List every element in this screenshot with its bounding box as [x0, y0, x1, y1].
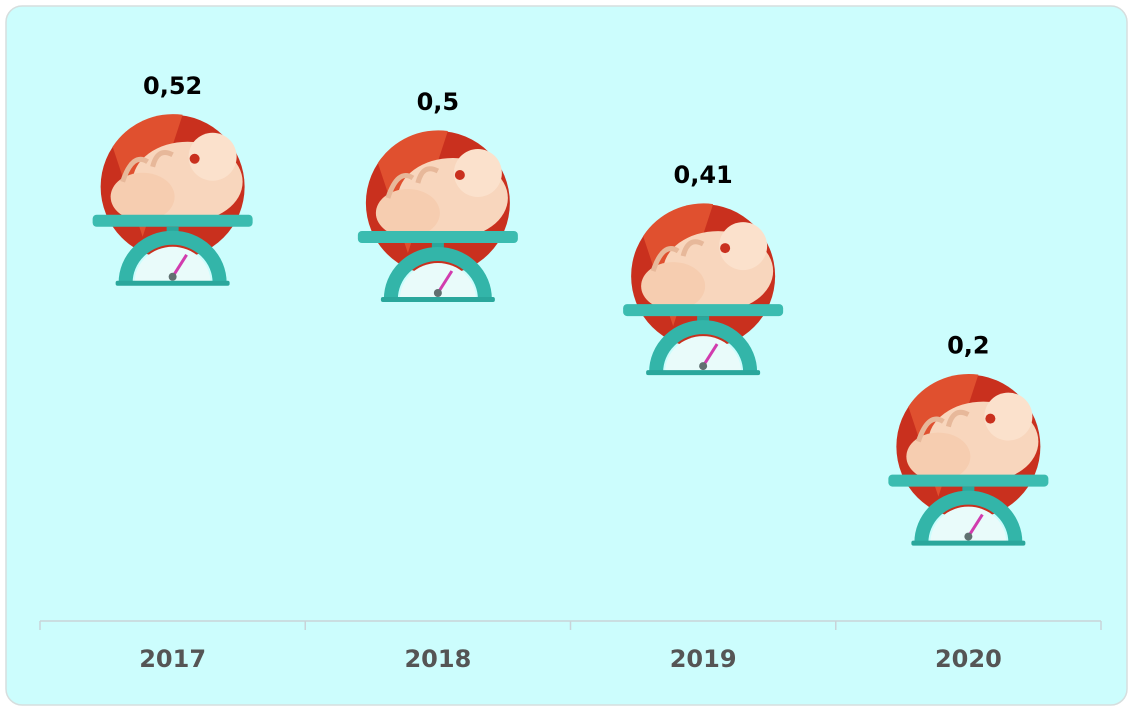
icon-part: [455, 170, 465, 180]
value-label: 0,52: [143, 72, 202, 100]
icon-part: [169, 273, 177, 281]
icon-part: [434, 289, 442, 297]
icon-part: [964, 533, 972, 541]
icon-part: [911, 541, 1025, 546]
icon-part: [358, 231, 518, 243]
icon-part: [623, 304, 783, 316]
icon-part: [720, 243, 730, 253]
icon-part: [93, 215, 253, 227]
value-label: 0,41: [674, 161, 733, 189]
value-label: 0,2: [947, 332, 990, 360]
icon-part: [116, 281, 230, 286]
icon-part: [646, 370, 760, 375]
x-tick-label: 2017: [139, 645, 206, 673]
icon-part: [111, 173, 175, 221]
icon-part: [381, 297, 495, 302]
chart: 2017 0,52 2018 0,5 2019 0,41 2020 0,2: [0, 0, 1131, 708]
icon-part: [641, 262, 705, 310]
icon-part: [699, 362, 707, 370]
x-tick-label: 2019: [670, 645, 737, 673]
value-label: 0,5: [417, 88, 460, 116]
icon-part: [985, 414, 995, 424]
icon-part: [888, 475, 1048, 487]
x-tick-label: 2020: [935, 645, 1002, 673]
icon-part: [906, 433, 970, 481]
icon-part: [376, 189, 440, 237]
icon-part: [190, 154, 200, 164]
x-tick-label: 2018: [404, 645, 471, 673]
